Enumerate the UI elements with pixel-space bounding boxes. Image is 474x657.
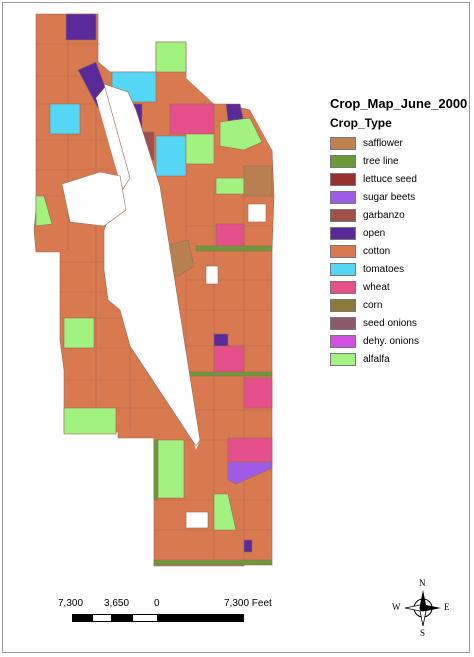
legend-label: tomatoes xyxy=(363,263,405,275)
legend-item: seed onions xyxy=(330,314,467,332)
field-parcels xyxy=(33,13,275,567)
legend-item: garbanzo xyxy=(330,206,467,224)
scale-segment xyxy=(92,614,112,622)
white-notch-2 xyxy=(250,108,272,150)
treeline-1 xyxy=(195,245,273,252)
parcel-alfalfa-9 xyxy=(157,439,185,499)
parcel-wheat-2 xyxy=(215,223,245,247)
legend-label: seed onions xyxy=(363,317,417,329)
treeline-2 xyxy=(185,371,273,377)
legend-item: tree line xyxy=(330,152,467,170)
legend-label: wheat xyxy=(363,281,390,293)
parcel-open-1 xyxy=(65,13,97,41)
legend-subtitle: Crop_Type xyxy=(330,116,392,130)
legend-label: alfalfa xyxy=(363,353,390,365)
legend-label: tree line xyxy=(363,155,399,167)
legend-swatch xyxy=(330,244,356,258)
legend-item: lettuce seed xyxy=(330,170,467,188)
north-arrow: N S E W xyxy=(392,578,456,638)
parcel-wheat-3 xyxy=(213,345,245,373)
legend-label: sugar beets xyxy=(363,191,416,203)
scale-label-left: 7,300 xyxy=(58,598,84,609)
legend-swatch xyxy=(330,262,356,276)
legend-item: wheat xyxy=(330,278,467,296)
white-gap-4 xyxy=(205,265,219,285)
parcel-alfalfa-8 xyxy=(63,407,117,435)
white-gap-3 xyxy=(247,203,267,223)
parcel-wheat-4 xyxy=(243,377,273,409)
parcel-alfalfa-2 xyxy=(185,133,215,165)
scale-label-half: 3,650 xyxy=(104,598,130,609)
legend-label: corn xyxy=(363,299,383,311)
map-legend: Crop_Map_June_2000 Crop_Type safflower tr… xyxy=(330,96,467,368)
parcel-sugarbeets xyxy=(227,461,273,485)
parcel-alfalfa-4 xyxy=(215,177,245,195)
legend-swatch xyxy=(330,172,356,186)
legend-items: safflower tree line lettuce seed sugar beet… xyxy=(330,134,467,368)
south-label: S xyxy=(420,628,426,638)
white-gap-2 xyxy=(61,171,127,227)
parcel-alfalfa-6 xyxy=(63,317,95,349)
legend-swatch xyxy=(330,280,356,294)
treeline-4 xyxy=(153,559,273,566)
scale-segment xyxy=(72,614,92,622)
scale-bar: 7,300 3,650 0 7,300 Feet xyxy=(58,598,288,630)
white-gap-5 xyxy=(185,511,209,529)
scale-segment xyxy=(132,614,158,622)
legend-swatch xyxy=(330,190,356,204)
scale-label-right: 7,300 Feet xyxy=(224,598,272,609)
north-label: N xyxy=(419,578,426,588)
legend-label: garbanzo xyxy=(363,209,405,221)
legend-label: dehy. onions xyxy=(363,335,419,347)
parcel-alfalfa-10 xyxy=(213,493,237,531)
legend-swatch xyxy=(330,208,356,222)
scale-segment xyxy=(158,614,244,622)
west-label: W xyxy=(392,602,401,612)
parcel-wheat-1 xyxy=(169,103,215,135)
compass-rose-icon xyxy=(404,590,441,627)
legend-label: lettuce seed xyxy=(363,173,417,185)
scale-segment xyxy=(112,614,132,622)
legend-item: tomatoes xyxy=(330,260,467,278)
legend-swatch xyxy=(330,154,356,168)
legend-title: Crop_Map_June_2000 xyxy=(330,96,468,111)
legend-item: cotton xyxy=(330,242,467,260)
parcel-tomatoes-3 xyxy=(155,135,187,177)
legend-label: cotton xyxy=(363,245,391,257)
legend-swatch xyxy=(330,316,356,330)
white-notch-1 xyxy=(186,78,214,104)
parcel-safflower-2 xyxy=(243,165,273,197)
legend-swatch xyxy=(330,334,356,348)
legend-swatch xyxy=(330,136,356,150)
parcel-open-6 xyxy=(243,539,253,553)
parcel-alfalfa-1 xyxy=(155,41,187,73)
treeline-3 xyxy=(153,439,159,501)
parcel-alfalfa-5 xyxy=(35,195,53,227)
legend-item: alfalfa xyxy=(330,350,467,368)
legend-item: sugar beets xyxy=(330,188,467,206)
legend-label: open xyxy=(363,227,386,239)
legend-item: open xyxy=(330,224,467,242)
legend-label: safflower xyxy=(363,137,403,149)
legend-swatch xyxy=(330,226,356,240)
legend-item: safflower xyxy=(330,134,467,152)
legend-swatch xyxy=(330,298,356,312)
scale-label-zero: 0 xyxy=(154,598,160,609)
parcel-tomatoes-2 xyxy=(49,103,81,135)
legend-item: corn xyxy=(330,296,467,314)
legend-item: dehy. onions xyxy=(330,332,467,350)
parcel-alfalfa-3 xyxy=(219,117,263,151)
east-label: E xyxy=(444,602,450,612)
parcel-wheat-5 xyxy=(227,437,273,463)
legend-swatch xyxy=(330,352,356,366)
